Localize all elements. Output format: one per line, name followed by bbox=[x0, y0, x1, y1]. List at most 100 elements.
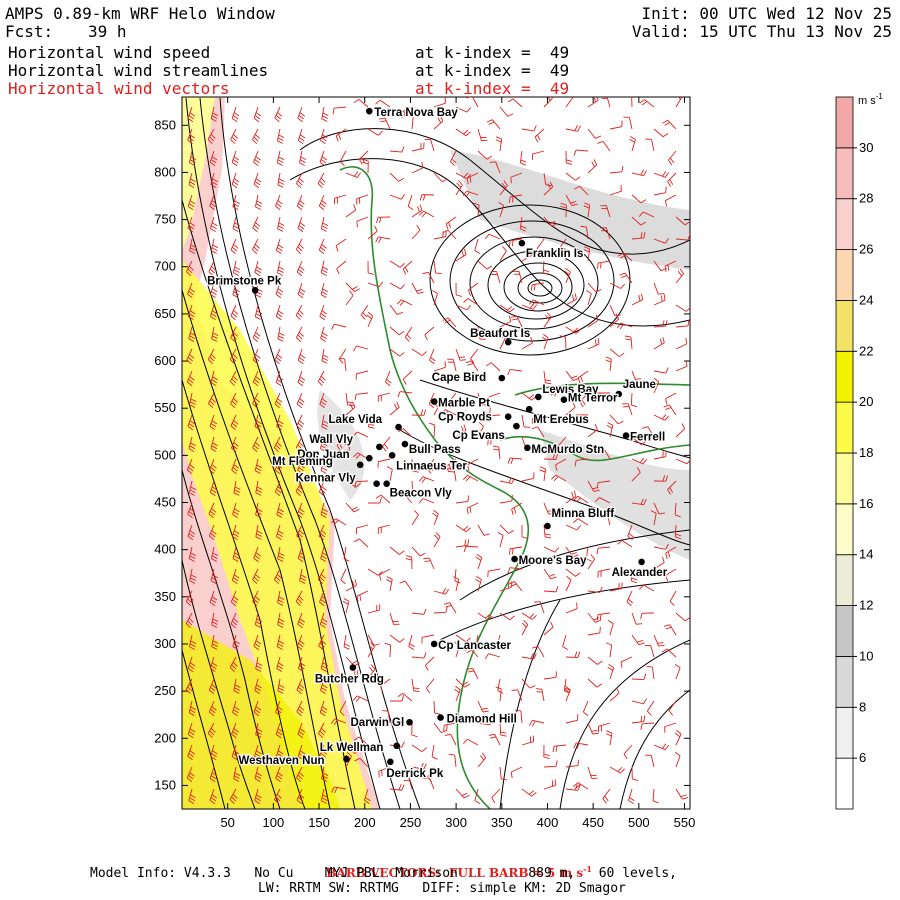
wind-barb bbox=[297, 546, 306, 563]
place-marker: Mt Erebus bbox=[525, 405, 590, 427]
wind-barb bbox=[498, 201, 505, 218]
wind-barb bbox=[296, 502, 305, 519]
wind-barb bbox=[521, 620, 529, 636]
place-name: Marble Pt bbox=[438, 398, 490, 410]
wind-barb bbox=[276, 502, 284, 518]
wind-barb bbox=[367, 497, 382, 504]
colorbar-segment bbox=[835, 147, 854, 200]
wind-barbs bbox=[185, 97, 690, 805]
wind-barb bbox=[255, 524, 263, 540]
wind-barb bbox=[411, 409, 427, 416]
wind-barb bbox=[253, 700, 262, 717]
wind-barb bbox=[210, 370, 218, 386]
wind-barb bbox=[565, 546, 579, 558]
place-name: Diamond Hill bbox=[447, 714, 517, 726]
wind-barb bbox=[573, 518, 589, 526]
wind-barb bbox=[532, 646, 545, 658]
wind-barb bbox=[275, 766, 283, 783]
wind-barb bbox=[565, 784, 581, 791]
wind-barb bbox=[253, 546, 262, 563]
wind-barb bbox=[565, 97, 574, 108]
wind-barb bbox=[274, 348, 283, 365]
wind-barb bbox=[455, 128, 471, 137]
wind-barb bbox=[565, 568, 581, 577]
wind-barb bbox=[296, 766, 304, 783]
wind-barb bbox=[275, 700, 283, 717]
wind-barb bbox=[233, 480, 241, 496]
wind-barb bbox=[354, 480, 369, 488]
coastline bbox=[339, 166, 530, 809]
wind-barb bbox=[565, 651, 581, 658]
wind-barb bbox=[521, 735, 534, 746]
init-time: Init: 00 UTC Wed 12 Nov 25 bbox=[641, 4, 892, 23]
wind-barb bbox=[210, 304, 218, 321]
wind-barb bbox=[507, 567, 523, 574]
place-name: Butcher Rdg bbox=[315, 674, 384, 686]
wind-barb bbox=[454, 641, 461, 658]
wind-barb bbox=[455, 282, 463, 297]
wind-barb bbox=[320, 282, 329, 298]
y-tick-label: 500 bbox=[154, 447, 176, 462]
wind-barb bbox=[645, 754, 655, 768]
wind-barb bbox=[449, 150, 457, 167]
wind-barb bbox=[674, 751, 681, 768]
wind-barb bbox=[297, 656, 306, 673]
wind-barb bbox=[510, 315, 523, 328]
wind-barb bbox=[514, 709, 523, 724]
wind-barb bbox=[475, 553, 483, 570]
wind-barb bbox=[466, 97, 479, 108]
place-name: Cp Evans bbox=[452, 430, 504, 442]
wind-barb bbox=[640, 722, 655, 730]
wind-barb bbox=[367, 604, 381, 614]
wind-barb bbox=[421, 634, 435, 644]
wind-barb bbox=[674, 663, 681, 680]
wind-barb bbox=[367, 260, 375, 275]
wind-barb bbox=[320, 216, 329, 232]
place-name: Brimstone Pk bbox=[207, 275, 282, 287]
place-marker: Cp Royds bbox=[437, 410, 512, 425]
wind-barb bbox=[543, 779, 556, 790]
wind-barb bbox=[375, 236, 391, 244]
wind-barb bbox=[489, 161, 501, 174]
wind-barb bbox=[662, 119, 677, 130]
wind-barb bbox=[320, 260, 329, 276]
wind-barb bbox=[674, 502, 681, 518]
wind-barb bbox=[407, 194, 414, 211]
wind-barb bbox=[389, 326, 405, 336]
wind-barb bbox=[623, 116, 633, 130]
map-canvas bbox=[182, 97, 690, 809]
wind-barb bbox=[587, 314, 599, 328]
wind-barb bbox=[429, 348, 436, 365]
wind-barb bbox=[543, 97, 553, 108]
wind-barb bbox=[230, 392, 239, 409]
wind-barb bbox=[513, 270, 523, 284]
wind-barb bbox=[477, 392, 487, 406]
wind-barb bbox=[367, 634, 380, 646]
place-dot bbox=[349, 664, 357, 671]
wind-barb bbox=[565, 602, 578, 614]
place-dot bbox=[535, 393, 542, 401]
wind-barb bbox=[276, 524, 284, 541]
wind-barb bbox=[232, 634, 240, 650]
model-info-line-1: Model Info: V4.3.3 No Cu MYJ PBL Morriso… bbox=[90, 866, 677, 881]
wind-barb bbox=[424, 139, 435, 152]
wind-barb bbox=[277, 216, 285, 232]
wind-barb bbox=[455, 424, 467, 438]
wind-barb bbox=[411, 161, 424, 174]
wind-barb bbox=[360, 304, 369, 320]
wind-barb bbox=[367, 568, 383, 576]
wind-barb bbox=[455, 678, 471, 688]
wind-barb bbox=[319, 128, 328, 145]
wind-barb bbox=[407, 114, 414, 130]
wind-barb bbox=[536, 238, 545, 254]
wind-barb bbox=[379, 678, 391, 692]
wind-barb bbox=[573, 149, 589, 156]
wind-barb bbox=[640, 612, 655, 620]
wind-barb bbox=[252, 568, 261, 585]
place-marker: Brimstone Pk bbox=[206, 274, 283, 294]
wind-barb bbox=[598, 722, 611, 733]
wind-barb bbox=[189, 568, 197, 584]
x-tick-label: 550 bbox=[674, 815, 696, 830]
wind-barb bbox=[521, 678, 536, 689]
wind-barb bbox=[295, 480, 304, 496]
